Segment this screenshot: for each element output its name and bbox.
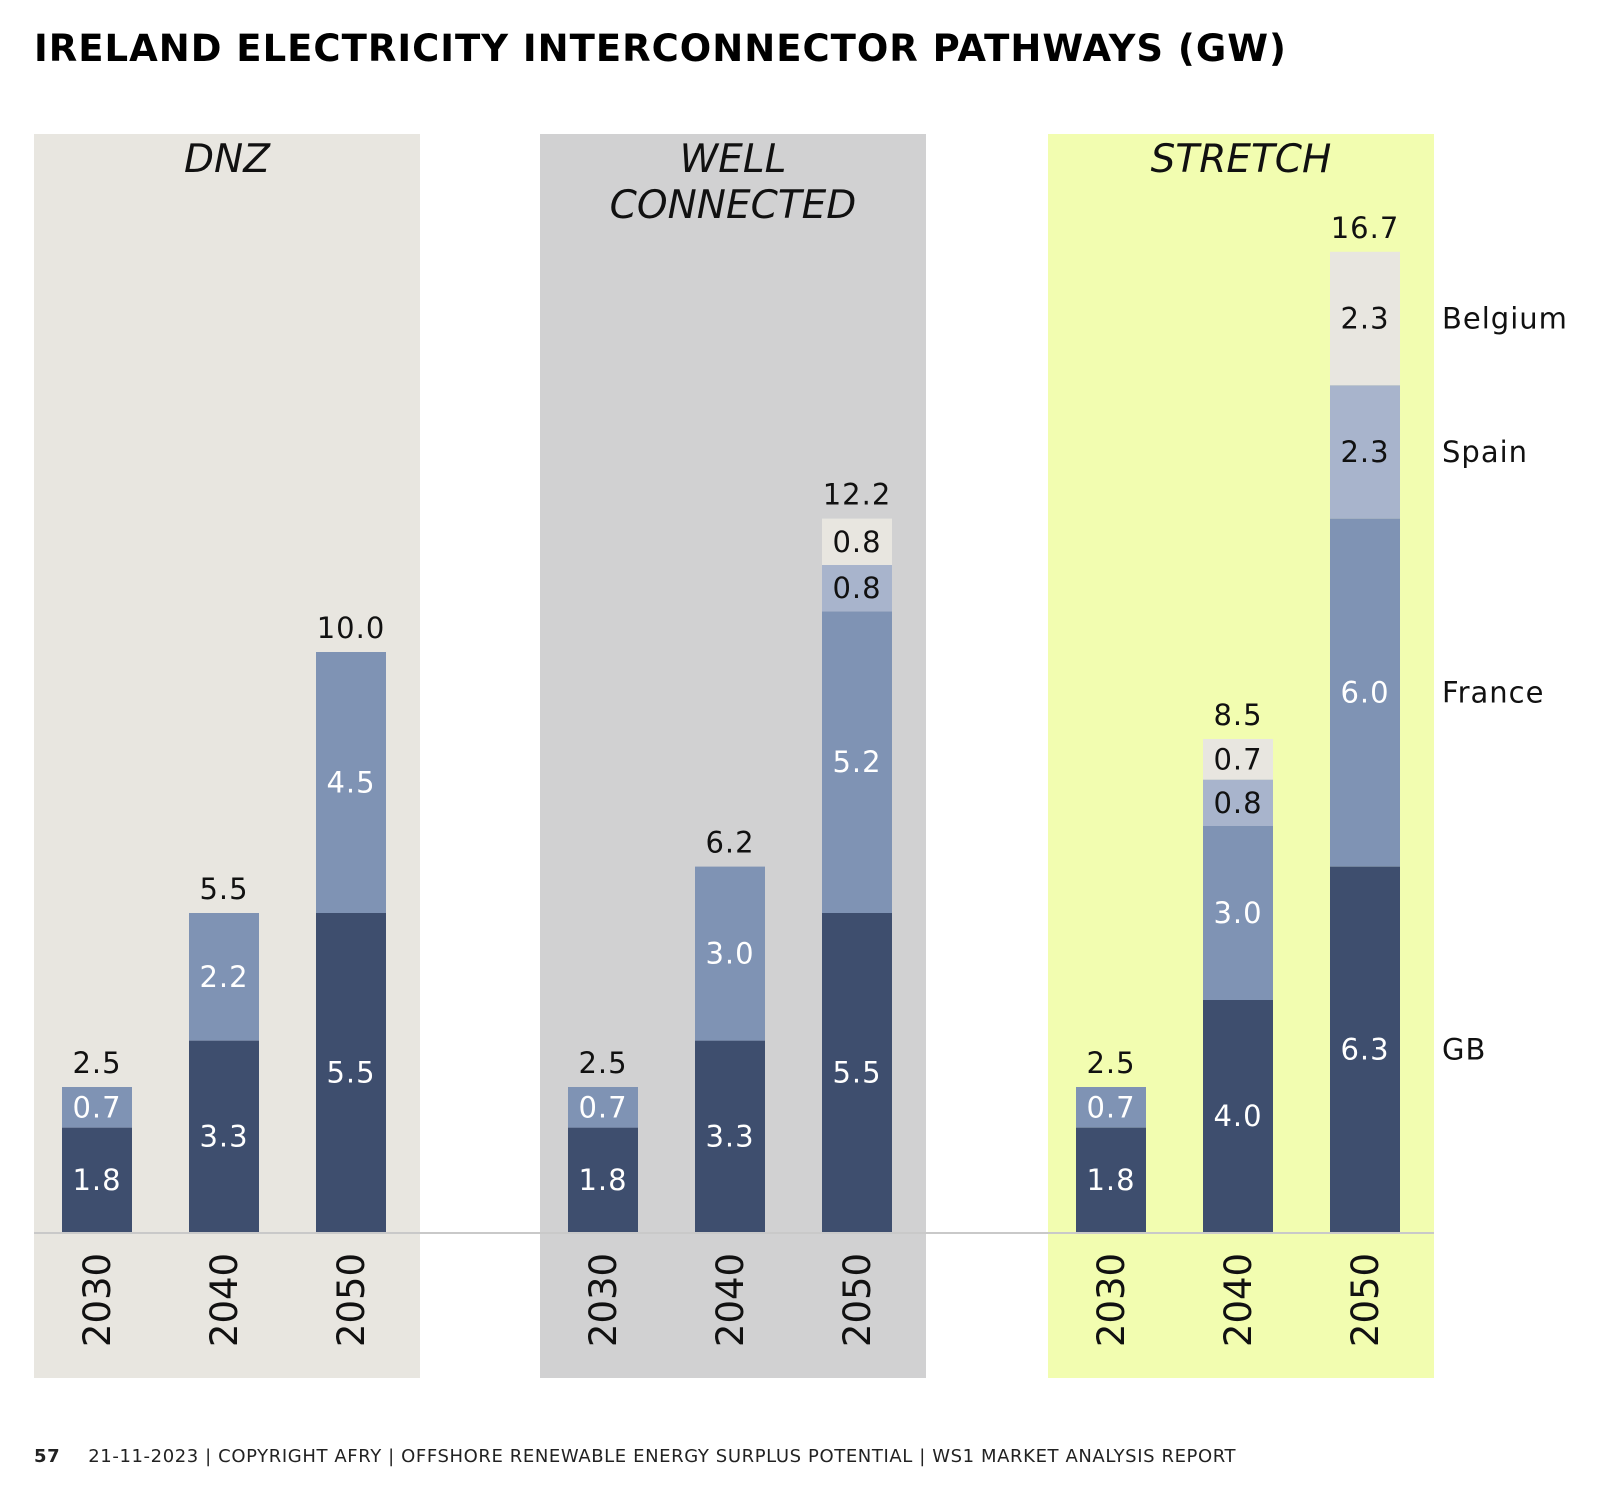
bar-segment-france [822, 611, 892, 913]
legend-label-spain: Spain [1442, 435, 1528, 469]
bar-segment-gb [189, 1040, 259, 1232]
bar-value-label: 5.5 [326, 1056, 375, 1090]
bar-value-label: 2.3 [1340, 302, 1389, 336]
bar-total-label: 16.7 [1331, 211, 1400, 245]
bar-value-label: 5.5 [832, 1056, 881, 1090]
bar-value-label: 0.7 [1086, 1090, 1135, 1124]
x-tick-label: 2040 [1217, 1253, 1260, 1347]
bar-value-label: 0.7 [578, 1090, 627, 1124]
footer: 57 21-11-2023 | COPYRIGHT AFRY | OFFSHORE… [34, 1446, 1236, 1467]
bar-value-label: 0.7 [72, 1090, 121, 1124]
x-tick-label: 2050 [330, 1253, 373, 1347]
bar-value-label: 2.3 [1340, 435, 1389, 469]
bar-segment-france [189, 913, 259, 1041]
bar-segment-spain [1203, 779, 1273, 826]
bar-total-label: 5.5 [199, 872, 248, 906]
bar-value-label: 0.8 [1213, 786, 1262, 820]
page-title: IRELAND ELECTRICITY INTERCONNECTOR PATHW… [34, 27, 1287, 70]
bar-value-label: 3.0 [705, 937, 754, 971]
legend-label-france: France [1442, 676, 1544, 710]
bar-segment-spain [1330, 385, 1400, 519]
x-tick-label: 2030 [76, 1253, 119, 1347]
bar-value-label: 1.8 [1086, 1163, 1135, 1197]
bar-segment-gb [62, 1127, 132, 1232]
bar-value-label: 1.8 [578, 1163, 627, 1197]
bar-segment-france [568, 1087, 638, 1128]
bar-segment-gb [695, 1040, 765, 1232]
bar-value-label: 3.0 [1213, 896, 1262, 930]
bar-segment-france [1203, 826, 1273, 1000]
bar-total-label: 2.5 [1086, 1046, 1135, 1080]
bar-segment-france [1330, 518, 1400, 867]
bar-total-label: 2.5 [578, 1046, 627, 1080]
bar-value-label: 3.3 [199, 1119, 248, 1153]
bar-segment-gb [316, 913, 386, 1232]
bar-value-label: 3.3 [705, 1119, 754, 1153]
bar-value-label: 5.2 [832, 745, 881, 779]
bar-total-label: 10.0 [317, 611, 386, 645]
bar-value-label: 0.8 [832, 571, 881, 605]
bar-segment-gb [1203, 1000, 1273, 1232]
panel-title: WELL [680, 137, 787, 182]
bar-value-label: 1.8 [72, 1163, 121, 1197]
panel-title: CONNECTED [610, 183, 857, 228]
bar-segment-belgium [822, 518, 892, 565]
bar-segment-gb [1330, 866, 1400, 1232]
panel-title: DNZ [184, 137, 271, 182]
x-tick-label: 2040 [203, 1253, 246, 1347]
x-tick-label: 2030 [582, 1253, 625, 1347]
bar-total-label: 8.5 [1213, 698, 1262, 732]
bar-value-label: 0.7 [1213, 742, 1262, 776]
bar-segment-gb [822, 913, 892, 1232]
bar-segment-france [695, 866, 765, 1041]
x-tick-label: 2030 [1090, 1253, 1133, 1347]
legend-label-gb: GB [1442, 1032, 1486, 1066]
bar-segment-france [316, 652, 386, 913]
bar-segment-belgium [1203, 739, 1273, 780]
stacked-bar-chart: DNZ 1.8 0.7 2.5 2030 3.3 2.2 5.5 2040 5.5 4.5 10.0 2… [34, 134, 1568, 1378]
bar-value-label: 4.0 [1213, 1099, 1262, 1133]
bar-segment-spain [822, 565, 892, 612]
bar-total-label: 2.5 [72, 1046, 121, 1080]
x-tick-label: 2040 [709, 1253, 752, 1347]
page-number: 57 [34, 1446, 61, 1467]
bar-total-label: 6.2 [705, 826, 754, 860]
legend-label-belgium: Belgium [1442, 302, 1568, 336]
bar-value-label: 6.0 [1340, 676, 1389, 710]
x-tick-label: 2050 [1344, 1253, 1387, 1347]
bar-value-label: 2.2 [199, 960, 248, 994]
bar-segment-france [62, 1087, 132, 1128]
bar-segment-gb [1076, 1127, 1146, 1232]
bar-segment-belgium [1330, 251, 1400, 386]
bar-segment-france [1076, 1087, 1146, 1128]
panel-title: STRETCH [1151, 137, 1332, 182]
bar-value-label: 6.3 [1340, 1032, 1389, 1066]
x-tick-label: 2050 [836, 1253, 879, 1347]
footer-text: 21-11-2023 | COPYRIGHT AFRY | OFFSHORE R… [88, 1446, 1237, 1467]
bar-total-label: 12.2 [823, 478, 892, 512]
bar-segment-gb [568, 1127, 638, 1232]
bar-value-label: 4.5 [326, 766, 375, 800]
bar-value-label: 0.8 [832, 525, 881, 559]
